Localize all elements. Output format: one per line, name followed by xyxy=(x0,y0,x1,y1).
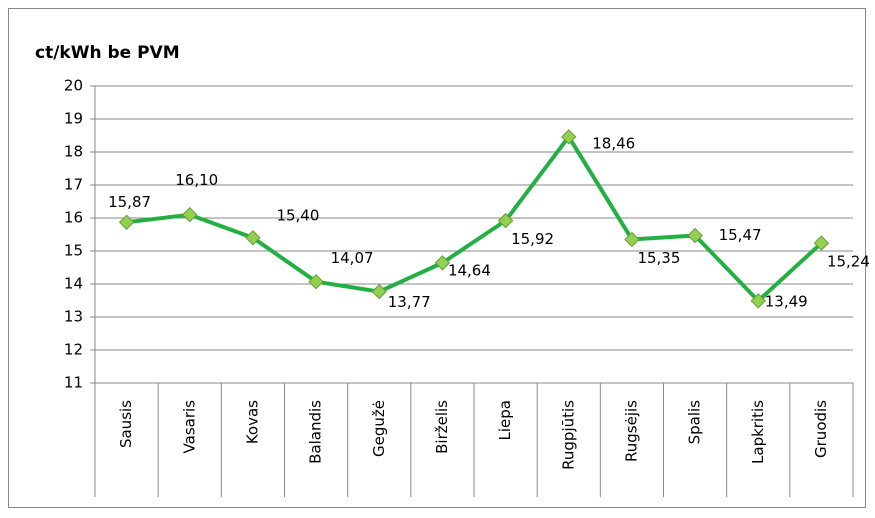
marker xyxy=(624,231,640,248)
marker xyxy=(118,214,135,230)
data-label: 14,07 xyxy=(331,249,374,267)
data-label: 16,10 xyxy=(175,171,218,189)
x-tick-label: Liepa xyxy=(496,400,514,440)
y-tick-label: 11 xyxy=(64,374,83,392)
y-tick-label: 17 xyxy=(64,176,83,194)
x-tick-label: Rugpjūtis xyxy=(559,400,577,470)
data-label: 15,92 xyxy=(511,230,554,248)
marker xyxy=(813,235,830,251)
x-tick-label: Kovas xyxy=(243,400,261,444)
y-tick-label: 18 xyxy=(64,143,83,161)
y-tick-label: 16 xyxy=(64,209,83,227)
x-tick-label: Vasaris xyxy=(180,400,198,454)
marker xyxy=(182,206,198,223)
chart-title: ct/kWh be PVM xyxy=(35,43,180,63)
marker xyxy=(497,212,514,229)
data-label: 13,49 xyxy=(765,292,808,310)
x-tick-label: Gegužė xyxy=(370,400,388,457)
marker xyxy=(687,227,703,244)
marker xyxy=(750,293,766,309)
y-tick-label: 19 xyxy=(64,110,83,128)
x-tick-label: Sausis xyxy=(117,400,135,448)
y-tick-label: 13 xyxy=(64,308,83,326)
line xyxy=(126,134,823,303)
x-tick-label: Gruodis xyxy=(812,400,830,458)
x-tick-label: Rugsėjis xyxy=(622,400,640,462)
data-label: 15,35 xyxy=(637,249,680,267)
x-tick-label: Spalis xyxy=(686,400,704,445)
y-tick-label: 20 xyxy=(64,77,83,95)
data-label: 15,24 xyxy=(827,253,870,271)
x-tick-label: Balandis xyxy=(307,400,325,464)
x-tick-label: Birželis xyxy=(433,400,451,454)
chart-frame xyxy=(8,8,866,508)
data-label: 15,40 xyxy=(276,206,319,224)
marker xyxy=(434,255,451,271)
marker xyxy=(371,283,387,300)
data-label: 13,77 xyxy=(388,293,431,311)
data-label: 15,47 xyxy=(719,226,762,244)
marker xyxy=(561,129,577,145)
marker xyxy=(308,273,324,290)
marker xyxy=(245,230,261,246)
y-tick-label: 15 xyxy=(64,242,83,260)
data-label: 15,87 xyxy=(108,193,151,211)
x-tick-label: Lapkritis xyxy=(749,400,767,464)
data-label: 14,64 xyxy=(448,261,491,279)
y-tick-label: 14 xyxy=(64,275,83,293)
y-tick-label: 12 xyxy=(64,341,83,359)
data-label: 18,46 xyxy=(592,134,635,152)
